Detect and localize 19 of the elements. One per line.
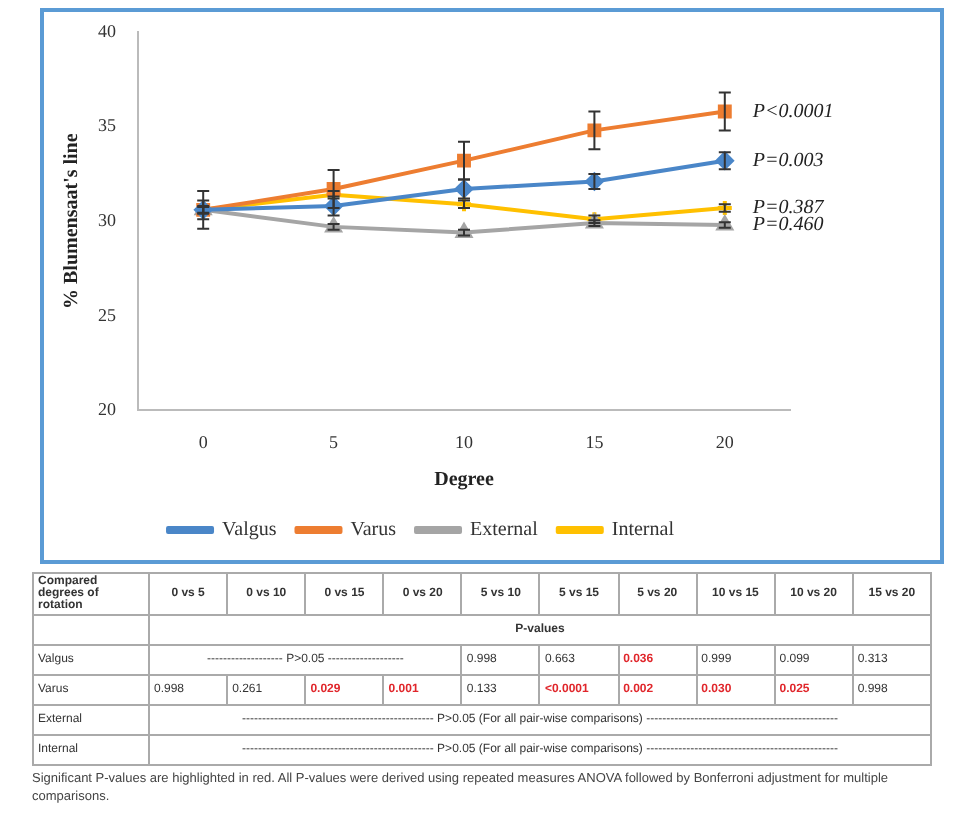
annotation: P=0.003 <box>750 149 824 172</box>
y-tick-label: 25 <box>98 304 117 325</box>
x-tick-label: 5 <box>329 431 340 452</box>
y-tick-label: 30 <box>98 209 117 230</box>
legend-label: Varus <box>350 519 397 542</box>
y-axis-title: % Blumensaat's line <box>61 132 84 309</box>
x-tick-label: 0 <box>198 431 209 452</box>
y-tick-label: 40 <box>98 20 117 41</box>
y-tick-label: 35 <box>98 115 117 136</box>
legend-label: External <box>470 519 539 542</box>
x-tick-label: 15 <box>585 431 605 452</box>
x-axis-title: Degree <box>434 469 495 492</box>
x-tick-label: 20 <box>715 431 735 452</box>
legend-label: Internal <box>611 519 675 542</box>
y-tick-label: 20 <box>98 399 117 420</box>
annotation: P=0.460 <box>750 214 824 237</box>
annotation: P<0.0001 <box>750 100 834 123</box>
x-tick-label: 10 <box>455 431 474 452</box>
legend-label: Valgus <box>222 519 277 542</box>
